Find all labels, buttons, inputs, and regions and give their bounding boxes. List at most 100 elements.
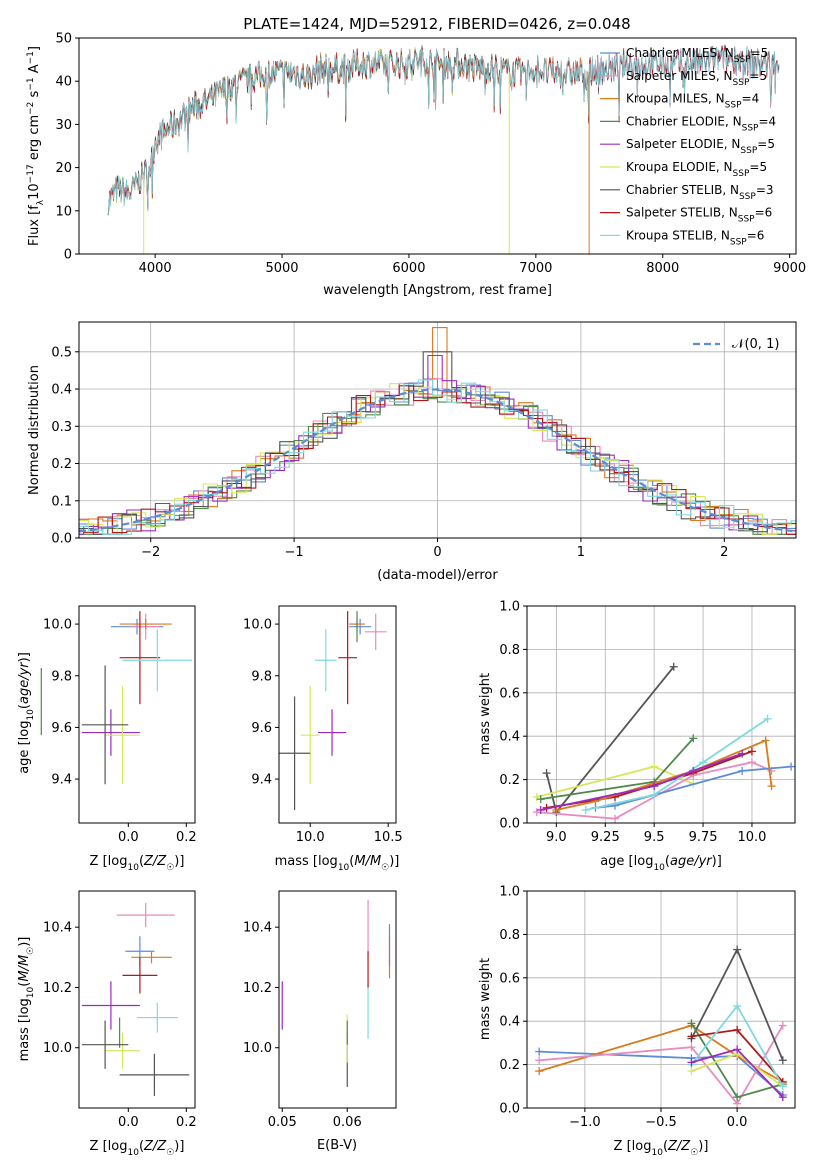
legend-entry-salpeter_elodie: Salpeter ELODIE, NSSP=5 (626, 137, 775, 156)
age-vs-mass-ytick-label: 10.0 (243, 618, 272, 633)
age-vs-z-ytick-label: 10.0 (43, 618, 72, 633)
age-vs-z-ytick-label: 9.4 (51, 773, 72, 788)
spectrum-xtick-label: 4000 (139, 261, 172, 276)
mass-vs-ebv-frame (278, 890, 397, 1109)
weight-vs-z-xtick-label: 0.0 (727, 1115, 748, 1130)
mass-vs-z-xtick-label: 0.0 (118, 1115, 139, 1130)
mass-vs-ebv-xtick-label: 0.06 (333, 1115, 362, 1130)
age-vs-z-ytick-label: 9.6 (51, 721, 72, 736)
residuals-ylabel: Normed distribution (27, 365, 42, 495)
legend-entry-salpeter_stelib: Salpeter STELIB, NSSP=6 (626, 206, 772, 225)
weight-vs-age-xtick-label: 10.0 (737, 830, 766, 845)
residuals-xtick-label: 1 (577, 545, 585, 560)
spectrum-line-kroupa_elodie (107, 44, 510, 216)
weight-vs-age-ytick-label: 0.8 (499, 643, 520, 658)
figure-title: PLATE=1424, MJD=52912, FIBERID=0426, z=0… (243, 15, 630, 33)
mass-vs-z-ytick-label: 10.0 (43, 1041, 72, 1056)
histogram-kroupa_miles (79, 327, 796, 526)
age-vs-mass-ytick-label: 9.8 (251, 669, 272, 684)
age-vs-z-ylabel: age [log10(age/yr)] (17, 652, 36, 774)
normal-reference-curve (79, 388, 796, 533)
mass-vs-ebv-ytick-label: 10.4 (243, 921, 272, 936)
weight-vs-z-ytick-label: 0.2 (499, 1058, 520, 1073)
weight-vs-age-xtick-label: 9.25 (591, 830, 620, 845)
weight-vs-age-ytick-label: 0.2 (499, 773, 520, 788)
mass-vs-z-ytick-label: 10.2 (43, 981, 72, 996)
weight-vs-z-xtick-label: −0.5 (645, 1115, 677, 1130)
plot-layer: 4000 5000 6000 7000 8000 900001020304050wavel… (17, 32, 806, 1159)
age-vs-z-frame (78, 605, 196, 824)
age-vs-z-xtick-label: 0.2 (176, 830, 197, 845)
weight-vs-z-xtick-label: −1.0 (569, 1115, 601, 1130)
residuals-steps (79, 327, 796, 535)
weight-vs-age-xlabel: age [log10(age/yr)] (600, 854, 722, 873)
age-vs-z-xlabel: Z [log10(Z/Z☉)] (90, 854, 185, 873)
spectrum-xtick-label: 9000 (773, 261, 806, 276)
weight-vs-age-line-kroupa_elodie (536, 765, 694, 798)
age-vs-mass-frame (278, 605, 397, 824)
legend-entry-kroupa_stelib: Kroupa STELIB, NSSP=6 (626, 228, 764, 247)
weight-vs-z-ylabel: mass weight (478, 958, 493, 1040)
weight-vs-z-ytick-label: 0.6 (499, 971, 520, 986)
weight-vs-age-ytick-label: 0.0 (499, 817, 520, 832)
spectrum-xtick-label: 6000 (392, 261, 425, 276)
legend-entry-kroupa_elodie: Kroupa ELODIE, NSSP=5 (626, 160, 767, 179)
spectrum-lines (107, 44, 780, 254)
weight-vs-age-ytick-label: 0.4 (499, 730, 520, 745)
spectrum-ytick-label: 20 (55, 161, 72, 176)
age-vs-mass-xtick-label: 10.0 (296, 830, 325, 845)
histogram-kroupa_stelib (79, 379, 796, 535)
spectrum-ytick-label: 50 (55, 32, 72, 47)
residuals-xlabel: (data-model)/error (377, 568, 498, 583)
residuals-xtick-label: −1 (285, 545, 304, 560)
weight-vs-age-frame (526, 605, 796, 824)
spectrum-ytick-label: 40 (55, 75, 72, 90)
spectrum-xlabel: wavelength [Angstrom, rest frame] (323, 283, 552, 298)
weight-vs-age-line-salpeter_elodie (540, 752, 743, 811)
mass-vs-z-frame (78, 890, 196, 1109)
weight-vs-z-xlabel: Z [log10(Z/Z☉)] (614, 1139, 709, 1158)
age-vs-z-xtick-label: 0.0 (118, 830, 139, 845)
residuals-frame (78, 321, 797, 539)
spectrum-line-kroupa_stelib (107, 46, 780, 216)
residuals-ytick-label: 0.4 (51, 383, 72, 398)
legend-entry-salpeter_miles: Salpeter MILES, NSSP=5 (626, 69, 767, 88)
weight-vs-age-ytick-label: 1.0 (499, 600, 520, 615)
legend-entry-kroupa_miles: Kroupa MILES, NSSP=4 (626, 92, 759, 111)
residuals-ytick-label: 0.2 (51, 457, 72, 472)
residuals-ytick-label: 0.5 (51, 345, 72, 360)
mass-vs-z-xlabel: Z [log10(Z/Z☉)] (90, 1139, 185, 1158)
spectrum-frame (78, 37, 797, 255)
weight-vs-age-xtick-label: 9.75 (689, 830, 718, 845)
mass-vs-z-ylabel: mass [log10(M/M☉)] (17, 937, 36, 1062)
weight-vs-age-xtick-label: 9.5 (644, 830, 665, 845)
spectrum-ytick-label: 0 (64, 248, 72, 263)
weight-vs-z-line-salpeter_miles (539, 1025, 784, 1106)
mass-vs-ebv-xtick-label: 0.05 (268, 1115, 297, 1130)
spectrum-ylabel: Flux [fλ10−17 erg cm−2 s−1 A−1] (26, 46, 46, 246)
weight-vs-z-ytick-label: 0.0 (499, 1102, 520, 1117)
weight-vs-age-ytick-label: 0.6 (499, 686, 520, 701)
weight-vs-z-frame (526, 890, 796, 1109)
age-vs-mass-ytick-label: 9.6 (251, 721, 272, 736)
legend-entry-chabrier_elodie: Chabrier ELODIE, NSSP=4 (626, 114, 776, 133)
spectrum-ytick-label: 10 (55, 204, 72, 219)
mass-vs-ebv-ytick-label: 10.0 (243, 1041, 272, 1056)
weight-vs-age-line-kroupa_stelib (585, 718, 769, 811)
residuals-ytick-label: 0.1 (51, 494, 72, 509)
weight-vs-age-line-chabrier_miles (595, 765, 792, 809)
mass-vs-ebv-xlabel: E(B-V) (317, 1138, 357, 1153)
age-vs-mass-xlabel: mass [log10(M/M☉)] (275, 854, 400, 873)
residuals-ytick-label: 0.3 (51, 420, 72, 435)
age-vs-mass-xtick-label: 10.5 (374, 830, 403, 845)
residuals-xtick-label: 0 (433, 545, 441, 560)
residuals-ytick-label: 0.0 (51, 532, 72, 547)
mass-vs-z-xtick-label: 0.2 (176, 1115, 197, 1130)
weight-vs-age-xtick-label: 9.0 (546, 830, 567, 845)
legend-entry-chabrier_stelib: Chabrier STELIB, NSSP=3 (626, 183, 774, 202)
weight-vs-z-ytick-label: 0.4 (499, 1015, 520, 1030)
weight-vs-age-ylabel: mass weight (478, 673, 493, 755)
age-vs-mass-ytick-label: 9.4 (251, 773, 272, 788)
residuals-xtick-label: 2 (720, 545, 728, 560)
